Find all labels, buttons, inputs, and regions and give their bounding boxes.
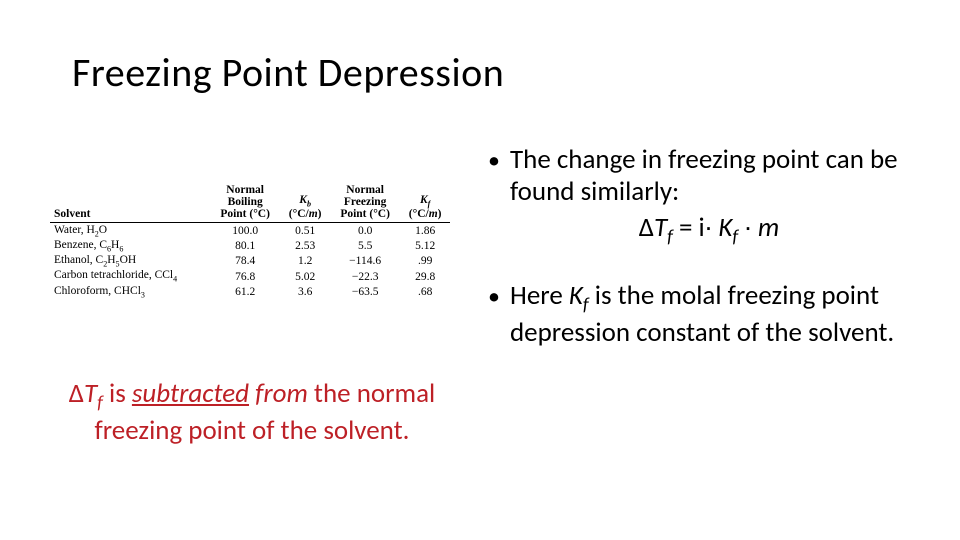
formula: ΔTf = i∙ Kf ∙ m	[510, 212, 908, 249]
page-title: Freezing Point Depression	[72, 48, 504, 97]
cell-kb: 3.6	[280, 284, 330, 299]
table-row: Benzene, C6H6 80.1 2.53 5.5 5.12	[50, 238, 450, 253]
solvent-table: Solvent Normal Boiling Point (°C) Kb (°C…	[50, 182, 450, 299]
cell-fp: 5.5	[330, 238, 400, 253]
cell-fp: 0.0	[330, 223, 400, 239]
formula-T: T	[654, 211, 667, 244]
col-bp-l3: Point (°C)	[220, 208, 270, 220]
cell-kf: 1.86	[400, 223, 450, 239]
cell-kf: 29.8	[400, 269, 450, 284]
bullet-2-text: Here Kf is the molal freezing point depr…	[510, 280, 908, 349]
note-delta: Δ	[69, 377, 84, 410]
cell-kb: 1.2	[280, 254, 330, 269]
cell-fp: −63.5	[330, 284, 400, 299]
cell-solvent: Benzene, C6H6	[50, 238, 210, 253]
col-kf-k: K	[420, 194, 428, 206]
note-underlined: subtracted	[132, 377, 249, 410]
col-fp: Normal Freezing Point (°C)	[330, 182, 400, 223]
formula-delta: Δ	[639, 211, 654, 244]
cell-kf: 5.12	[400, 238, 450, 253]
cell-kb: 0.51	[280, 223, 330, 239]
col-fp-l2: Freezing	[344, 196, 387, 208]
col-bp-l1: Normal	[226, 184, 264, 196]
cell-fp: −114.6	[330, 254, 400, 269]
cell-bp: 78.4	[210, 254, 280, 269]
note-T: T	[84, 377, 97, 410]
col-kb-sub: b	[307, 199, 311, 208]
table-row: Carbon tetrachloride, CCl4 76.8 5.02 −22…	[50, 269, 450, 284]
table-header-row: Solvent Normal Boiling Point (°C) Kb (°C…	[50, 182, 450, 223]
cell-kb: 5.02	[280, 269, 330, 284]
cell-kf: .99	[400, 254, 450, 269]
bullet-1-line: The change in freezing point can be foun…	[510, 143, 898, 208]
note-mid: is	[103, 377, 132, 410]
cell-bp: 80.1	[210, 238, 280, 253]
col-kf: Kf (°C/m)	[400, 182, 450, 223]
col-fp-l1: Normal	[346, 184, 384, 196]
col-fp-l3: Point (°C)	[340, 208, 390, 220]
formula-K: K	[712, 211, 732, 244]
left-column: Solvent Normal Boiling Point (°C) Kb (°C…	[50, 182, 450, 299]
table-row: Water, H2O 100.0 0.51 0.0 1.86	[50, 223, 450, 239]
bullet-1-text: The change in freezing point can be foun…	[510, 144, 908, 248]
cell-solvent: Carbon tetrachloride, CCl4	[50, 269, 210, 284]
bullet-2-K: K	[569, 279, 583, 312]
note-from: from	[249, 377, 308, 410]
cell-solvent: Chloroform, CHCl3	[50, 284, 210, 299]
table-row: Chloroform, CHCl3 61.2 3.6 −63.5 .68	[50, 284, 450, 299]
col-bp: Normal Boiling Point (°C)	[210, 182, 280, 223]
cell-bp: 61.2	[210, 284, 280, 299]
subtraction-note: ΔTf is subtracted from the normal freezi…	[62, 378, 442, 447]
formula-f2: f	[732, 225, 738, 248]
cell-kb: 2.53	[280, 238, 330, 253]
right-column: • The change in freezing point can be fo…	[488, 144, 908, 381]
bullet-2: • Here Kf is the molal freezing point de…	[488, 280, 908, 349]
bullet-1: • The change in freezing point can be fo…	[488, 144, 908, 248]
col-kb-k: K	[299, 194, 307, 206]
cell-bp: 100.0	[210, 223, 280, 239]
cell-solvent: Ethanol, C2H5OH	[50, 254, 210, 269]
bullet-dot-icon: •	[488, 144, 510, 248]
col-kf-sub: f	[428, 199, 431, 208]
cell-fp: −22.3	[330, 269, 400, 284]
formula-m: m	[752, 211, 779, 244]
cell-solvent: Water, H2O	[50, 223, 210, 239]
table-row: Ethanol, C2H5OH 78.4 1.2 −114.6 .99	[50, 254, 450, 269]
cell-kf: .68	[400, 284, 450, 299]
formula-dot2: ∙	[744, 211, 752, 244]
formula-eq: = i	[673, 211, 705, 244]
cell-bp: 76.8	[210, 269, 280, 284]
col-kb: Kb (°C/m)	[280, 182, 330, 223]
col-bp-l2: Boiling	[228, 196, 263, 208]
col-solvent: Solvent	[50, 182, 210, 223]
bullet-dot-icon: •	[488, 280, 510, 349]
bullet-2-pre: Here	[510, 279, 569, 312]
